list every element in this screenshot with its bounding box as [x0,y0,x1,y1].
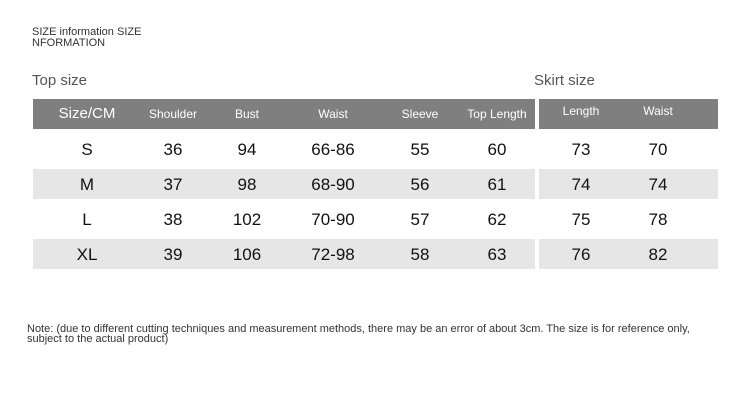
table-cell: 37 [163,175,183,194]
column-header: Sleeve [401,107,439,121]
table-row: XL 39 106 72-98 58 63 [33,239,535,269]
table-cell: 72-98 [311,245,355,264]
table-cell: 62 [487,210,507,229]
table-row: 76 82 [539,239,718,269]
page-title: SIZE information SIZE NFORMATION [32,26,142,49]
skirt-size-label: Skirt size [534,72,595,89]
table-cell: XL [76,245,98,264]
table-cell: L [82,210,92,229]
table-cell: 56 [410,175,430,194]
table-cell: 57 [410,210,430,229]
table-cell: 78 [648,210,668,229]
table-row: S 36 94 66-86 55 60 [33,134,535,164]
table-cell: 63 [487,245,507,264]
table-cell: M [79,175,95,194]
table-cell: 98 [237,175,257,194]
table-row: L 38 102 70-90 57 62 [33,204,535,234]
table-row: 74 74 [539,169,718,199]
table-cell: 73 [571,140,591,159]
column-header: Shoulder [148,107,198,121]
table-row: M 37 98 68-90 56 61 [33,169,535,199]
column-header: Waist [643,104,673,118]
table-cell: 38 [163,210,183,229]
table-cell: 61 [487,175,507,194]
table-cell: 102 [232,210,262,229]
table-cell: 66-86 [311,140,355,159]
table-cell: 70 [648,140,668,159]
table-cell: 58 [410,245,430,264]
table-cell: 106 [232,245,262,264]
top-header-row: Size/CM Shoulder Bust Waist Sleeve Top Length [33,99,535,129]
table-cell: 70-90 [311,210,355,229]
top-size-label: Top size [32,72,88,89]
column-header: Length [562,104,600,118]
table-cell: 68-90 [311,175,355,194]
column-header: Top Length [467,107,527,121]
table-cell: 74 [571,175,591,194]
table-cell: 94 [237,140,257,159]
table-cell: 60 [487,140,507,159]
table-cell: 82 [648,245,668,264]
table-cell: 55 [410,140,430,159]
table-cell: 74 [648,175,668,194]
table-row: 75 78 [539,204,718,234]
table-cell: 75 [571,210,591,229]
note: Note: (due to different cutting techniqu… [27,323,690,345]
table-cell: 36 [163,140,183,159]
skirt-header-row: Length Waist [539,99,718,129]
column-header: Size/CM [58,105,116,122]
column-header: Bust [234,107,260,121]
table-cell: 39 [163,245,183,264]
table-cell: S [81,140,93,159]
column-header: Waist [318,107,348,121]
table-row: 73 70 [539,134,718,164]
table-cell: 76 [571,245,591,264]
